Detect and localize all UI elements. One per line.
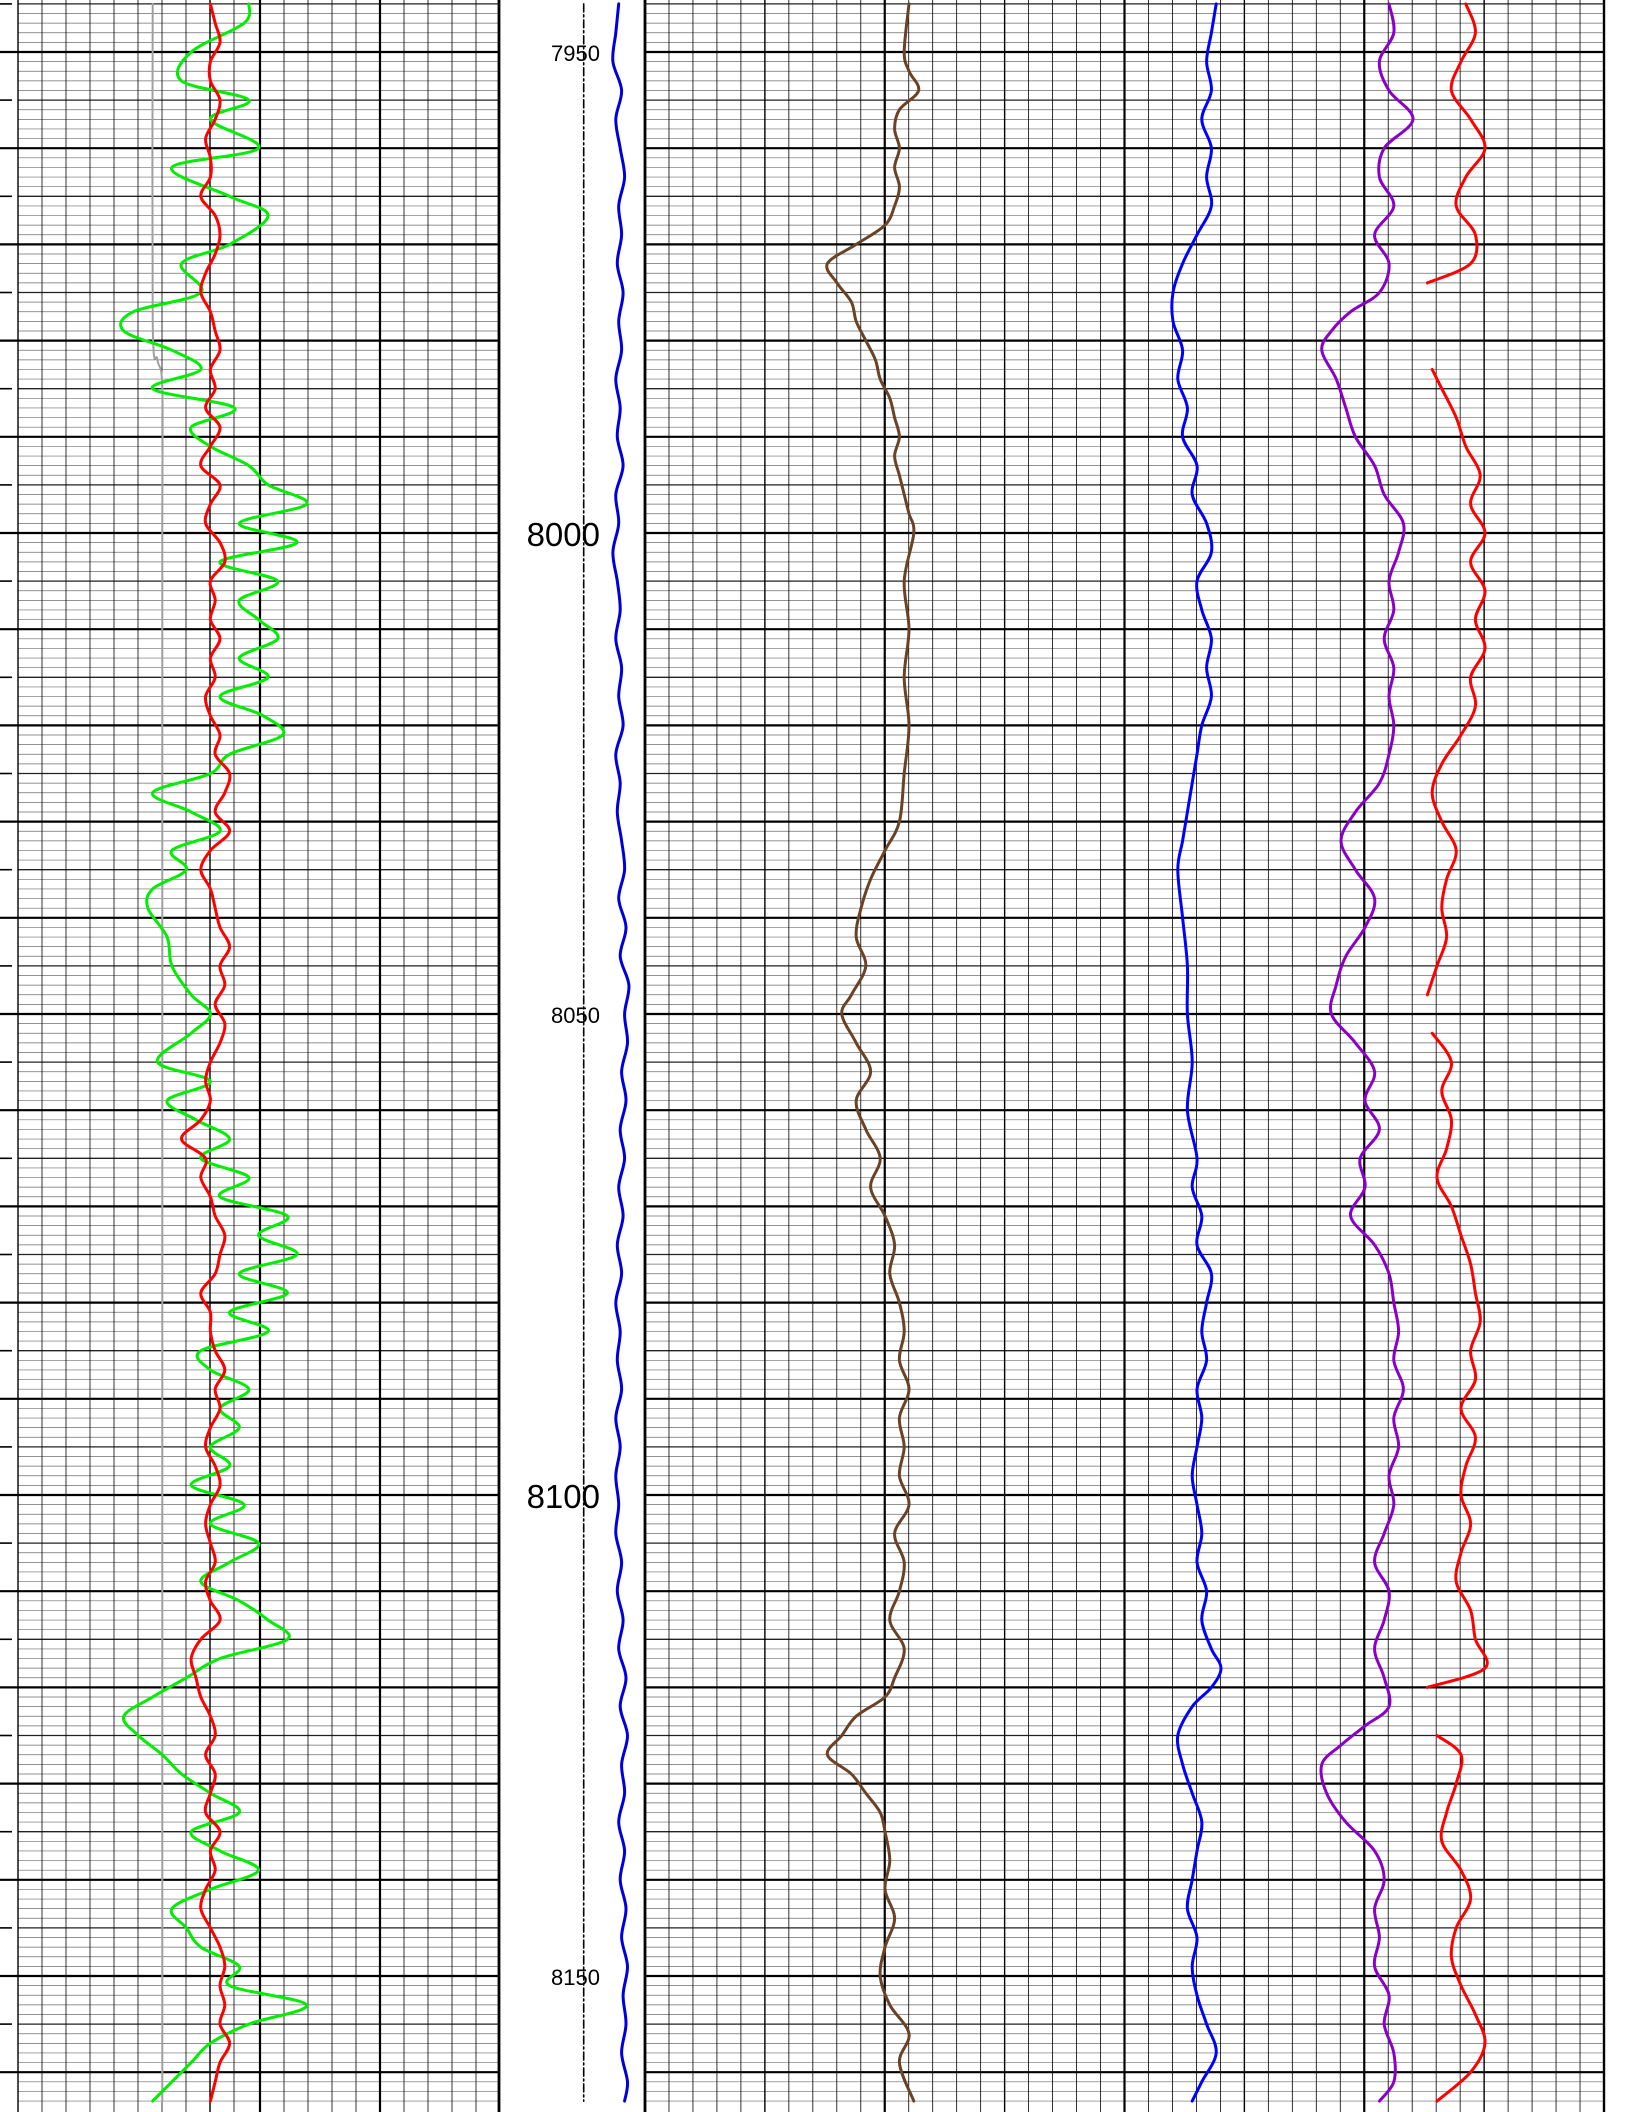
- grid-lines: [17, 0, 1606, 2112]
- log-curves: [119, 2, 1489, 2103]
- red-curve: [180, 2, 232, 2103]
- red-curve: [1425, 1031, 1489, 1689]
- depth-label-8050: 8050: [551, 1003, 600, 1028]
- blue-curve: [611, 2, 631, 2103]
- brown-curve: [825, 2, 921, 2103]
- left-edge-ticks: [0, 3, 18, 2074]
- depth-label-8100: 8100: [527, 1478, 600, 1515]
- depth-label-7950: 7950: [551, 41, 600, 66]
- gray-curve: [151, 2, 164, 2103]
- depth-label-8000: 8000: [527, 516, 600, 553]
- green-curve: [119, 2, 309, 2103]
- red-curve: [1425, 2, 1487, 285]
- depth-labels: 7950 8000 8050 8100 8150: [527, 41, 600, 1990]
- red-curve: [1425, 368, 1487, 997]
- blue-curve: [1170, 2, 1223, 2103]
- depth-label-8150: 8150: [551, 1965, 600, 1990]
- purple-curve: [1319, 2, 1415, 2103]
- red-curve: [1435, 1734, 1487, 2103]
